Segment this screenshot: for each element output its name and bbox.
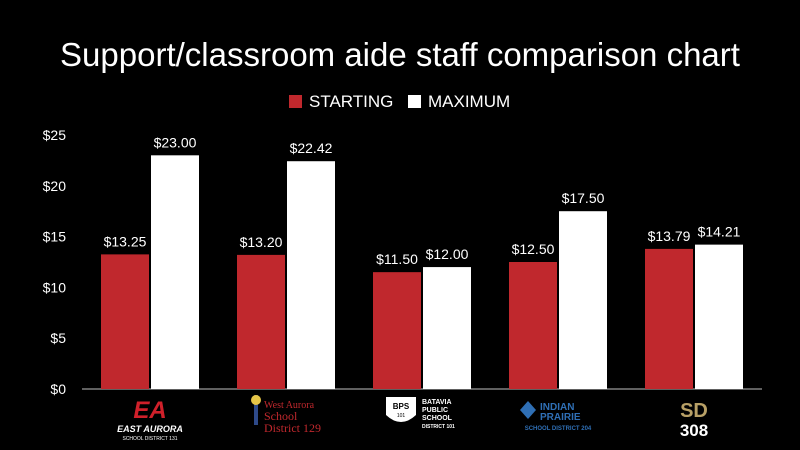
bar-maximum <box>423 267 471 389</box>
logo-text: SCHOOL DISTRICT 204 <box>525 426 592 432</box>
emblem-icon <box>251 395 261 405</box>
bar-data-label: $22.42 <box>290 140 333 156</box>
bar-data-label: $13.79 <box>648 228 691 244</box>
logo-text: West Aurora <box>264 400 315 411</box>
bar-maximum <box>559 211 607 389</box>
legend-swatch-starting <box>289 95 302 108</box>
chart-legend: STARTING MAXIMUM <box>289 92 510 111</box>
logo-text: BATAVIA <box>422 399 452 406</box>
bar-starting <box>373 272 421 389</box>
bar-starting <box>645 248 693 389</box>
logo-text: INDIAN <box>540 402 574 413</box>
logo-text: BPS <box>393 402 410 411</box>
bar-data-label: $12.00 <box>426 246 469 262</box>
bar-data-label: $13.25 <box>104 233 147 249</box>
bar-maximum <box>287 161 335 389</box>
bar-data-label: $23.00 <box>154 134 197 150</box>
logo-text: SCHOOL <box>422 415 453 422</box>
logo-text: 101 <box>397 413 406 419</box>
logo-text: District 129 <box>264 421 321 435</box>
bar-data-label: $14.21 <box>698 224 741 240</box>
y-tick-label: $20 <box>43 178 67 194</box>
chart-title: Support/classroom aide staff comparison … <box>60 36 740 73</box>
bar-maximum <box>151 155 199 389</box>
bar-maximum <box>695 244 743 389</box>
bar-starting <box>237 254 285 389</box>
bar-data-label: $17.50 <box>562 190 605 206</box>
bar-data-label: $11.50 <box>376 251 418 267</box>
logo-text: PRAIRIE <box>540 412 581 423</box>
emblem-icon <box>520 401 536 419</box>
bar-labels-group: $13.25 $23.00 $13.20 $22.42 $11.50 $12.00 $12.… <box>104 134 741 267</box>
logo-text: EAST AURORA <box>117 424 183 434</box>
legend-label-starting: STARTING <box>309 92 393 111</box>
y-tick-label: $0 <box>50 381 66 397</box>
shield-icon <box>386 397 416 422</box>
legend-swatch-maximum <box>408 95 421 108</box>
logo-text: School <box>264 409 298 423</box>
logo-text: EA <box>133 397 166 424</box>
logo-text: PUBLIC <box>422 407 448 414</box>
y-axis: $0 $5 $10 $15 $20 $25 <box>43 127 67 397</box>
y-tick-label: $25 <box>43 127 67 143</box>
logo-text: 308 <box>680 421 708 440</box>
y-tick-label: $5 <box>50 330 66 346</box>
logo-text: SD <box>680 400 708 422</box>
bar-starting <box>101 254 149 389</box>
y-tick-label: $15 <box>43 229 67 245</box>
feather-icon <box>254 395 258 425</box>
bar-data-label: $12.50 <box>512 241 555 257</box>
bar-data-label: $13.20 <box>240 234 283 250</box>
bar-starting <box>509 262 557 389</box>
y-tick-label: $10 <box>43 279 67 295</box>
legend-label-maximum: MAXIMUM <box>428 92 510 111</box>
logo-text: DISTRICT 101 <box>422 424 455 430</box>
logo-text: SCHOOL DISTRICT 131 <box>122 436 177 442</box>
bars-group <box>101 155 743 389</box>
